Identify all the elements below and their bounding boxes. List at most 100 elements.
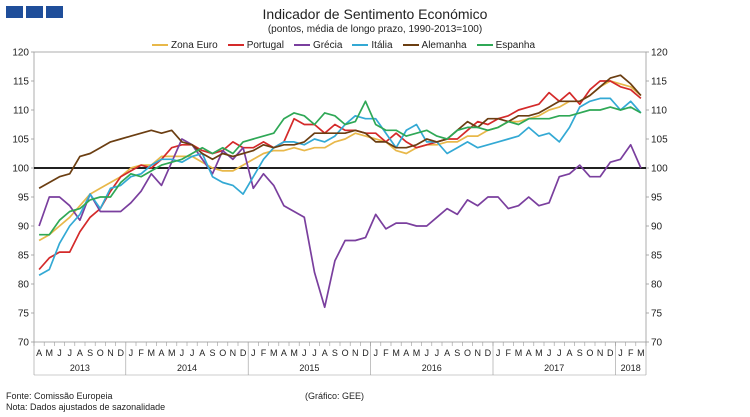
legend-item: Zona Euro bbox=[152, 40, 218, 51]
y-tick-label-left: 110 bbox=[13, 106, 29, 117]
x-tick-label: A bbox=[444, 348, 450, 358]
legend-swatch bbox=[402, 44, 419, 47]
x-tick-label: D bbox=[607, 348, 614, 358]
y-tick-label-left: 90 bbox=[18, 222, 30, 233]
x-tick-label: J bbox=[547, 348, 552, 358]
year-label: 2015 bbox=[299, 363, 319, 373]
x-tick-label: A bbox=[199, 348, 205, 358]
x-tick-label: S bbox=[577, 348, 583, 358]
y-tick-label-left: 95 bbox=[18, 193, 30, 204]
y-tick-label-left: 70 bbox=[18, 338, 30, 349]
chart-subtitle: (pontos, média de longo prazo, 1990-2013… bbox=[267, 24, 483, 35]
legend-label: Portugal bbox=[246, 40, 284, 51]
legend-item: Itália bbox=[352, 40, 393, 51]
y-tick-label-right: 100 bbox=[651, 164, 668, 175]
x-tick-label: M bbox=[637, 348, 645, 358]
year-label: 2016 bbox=[422, 363, 442, 373]
x-tick-label: A bbox=[403, 348, 409, 358]
series-line-portugal bbox=[38, 80, 642, 271]
x-tick-label: J bbox=[57, 348, 62, 358]
series-line-italia bbox=[38, 97, 642, 277]
legend-swatch bbox=[293, 44, 310, 47]
x-tick-label: M bbox=[392, 348, 400, 358]
x-tick-label: M bbox=[148, 348, 156, 358]
legend-item: Espanha bbox=[476, 40, 536, 51]
source-note: Fonte: Comissão Europeia bbox=[6, 391, 113, 401]
x-tick-label: J bbox=[435, 348, 440, 358]
x-tick-label: S bbox=[87, 348, 93, 358]
y-tick-label-right: 95 bbox=[651, 193, 663, 204]
x-tick-label: J bbox=[312, 348, 317, 358]
x-tick-label: M bbox=[290, 348, 298, 358]
x-tick-label: N bbox=[107, 348, 114, 358]
y-tick-label-left: 115 bbox=[13, 77, 29, 88]
series-line-grecia bbox=[38, 138, 642, 309]
y-tick-label-left: 85 bbox=[18, 251, 30, 262]
x-tick-label: J bbox=[67, 348, 72, 358]
x-tick-label: F bbox=[138, 348, 144, 358]
x-tick-label: M bbox=[46, 348, 54, 358]
x-tick-label: J bbox=[302, 348, 307, 358]
gee-logo bbox=[6, 6, 63, 18]
year-label: 2017 bbox=[544, 363, 564, 373]
y-tick-label-right: 90 bbox=[651, 222, 663, 233]
x-tick-label: J bbox=[373, 348, 378, 358]
x-tick-label: D bbox=[117, 348, 124, 358]
x-tick-label: N bbox=[474, 348, 481, 358]
y-tick-label-right: 105 bbox=[651, 135, 668, 146]
x-tick-label: S bbox=[209, 348, 215, 358]
y-tick-label-left: 100 bbox=[12, 164, 29, 175]
legend-label: Espanha bbox=[495, 40, 536, 51]
x-tick-label: J bbox=[618, 348, 623, 358]
legend-label: Grécia bbox=[312, 40, 343, 51]
x-tick-label: J bbox=[557, 348, 562, 358]
x-tick-label: M bbox=[168, 348, 176, 358]
x-tick-label: M bbox=[413, 348, 421, 358]
series-line-espanha bbox=[39, 100, 642, 236]
x-tick-label: A bbox=[158, 348, 164, 358]
x-tick-label: D bbox=[485, 348, 492, 358]
series-line-alemanha bbox=[38, 74, 642, 190]
y-tick-label-right: 110 bbox=[651, 106, 667, 117]
legend-swatch bbox=[352, 44, 369, 47]
x-tick-label: S bbox=[332, 348, 338, 358]
legend-item: Alemanha bbox=[402, 40, 467, 51]
x-tick-label: F bbox=[506, 348, 512, 358]
x-tick-label: A bbox=[566, 348, 572, 358]
chart-legend: Zona Euro Portugal Grécia Itália Alemanha Esp… bbox=[152, 40, 545, 51]
x-tick-label: F bbox=[628, 348, 634, 358]
adjustment-note: Nota: Dados ajustados de sazonalidade bbox=[6, 402, 166, 412]
x-tick-label: J bbox=[190, 348, 195, 358]
legend-swatch bbox=[152, 44, 168, 47]
x-tick-label: A bbox=[526, 348, 532, 358]
x-tick-label: A bbox=[36, 348, 42, 358]
year-label: 2013 bbox=[70, 363, 90, 373]
year-label: 2018 bbox=[621, 363, 641, 373]
x-tick-label: O bbox=[464, 348, 471, 358]
x-tick-label: D bbox=[362, 348, 369, 358]
y-tick-label-left: 75 bbox=[18, 309, 30, 320]
x-tick-label: F bbox=[383, 348, 389, 358]
x-tick-label: F bbox=[261, 348, 267, 358]
legend-label: Zona Euro bbox=[171, 40, 218, 51]
x-tick-label: M bbox=[535, 348, 543, 358]
x-tick-label: J bbox=[496, 348, 501, 358]
y-tick-label-left: 120 bbox=[12, 48, 29, 59]
x-tick-label: A bbox=[77, 348, 83, 358]
x-tick-label: M bbox=[515, 348, 523, 358]
x-tick-label: A bbox=[281, 348, 287, 358]
y-tick-label-right: 115 bbox=[651, 77, 667, 88]
x-tick-label: D bbox=[240, 348, 247, 358]
x-tick-label: N bbox=[230, 348, 237, 358]
x-tick-label: N bbox=[597, 348, 604, 358]
legend-swatch bbox=[227, 44, 244, 47]
y-tick-label-left: 105 bbox=[12, 135, 29, 146]
x-tick-label: N bbox=[352, 348, 359, 358]
year-label: 2014 bbox=[177, 363, 197, 373]
y-tick-label-right: 75 bbox=[651, 309, 663, 320]
x-tick-label: A bbox=[322, 348, 328, 358]
x-tick-label: J bbox=[180, 348, 185, 358]
x-tick-label: M bbox=[270, 348, 278, 358]
x-tick-label: O bbox=[219, 348, 226, 358]
